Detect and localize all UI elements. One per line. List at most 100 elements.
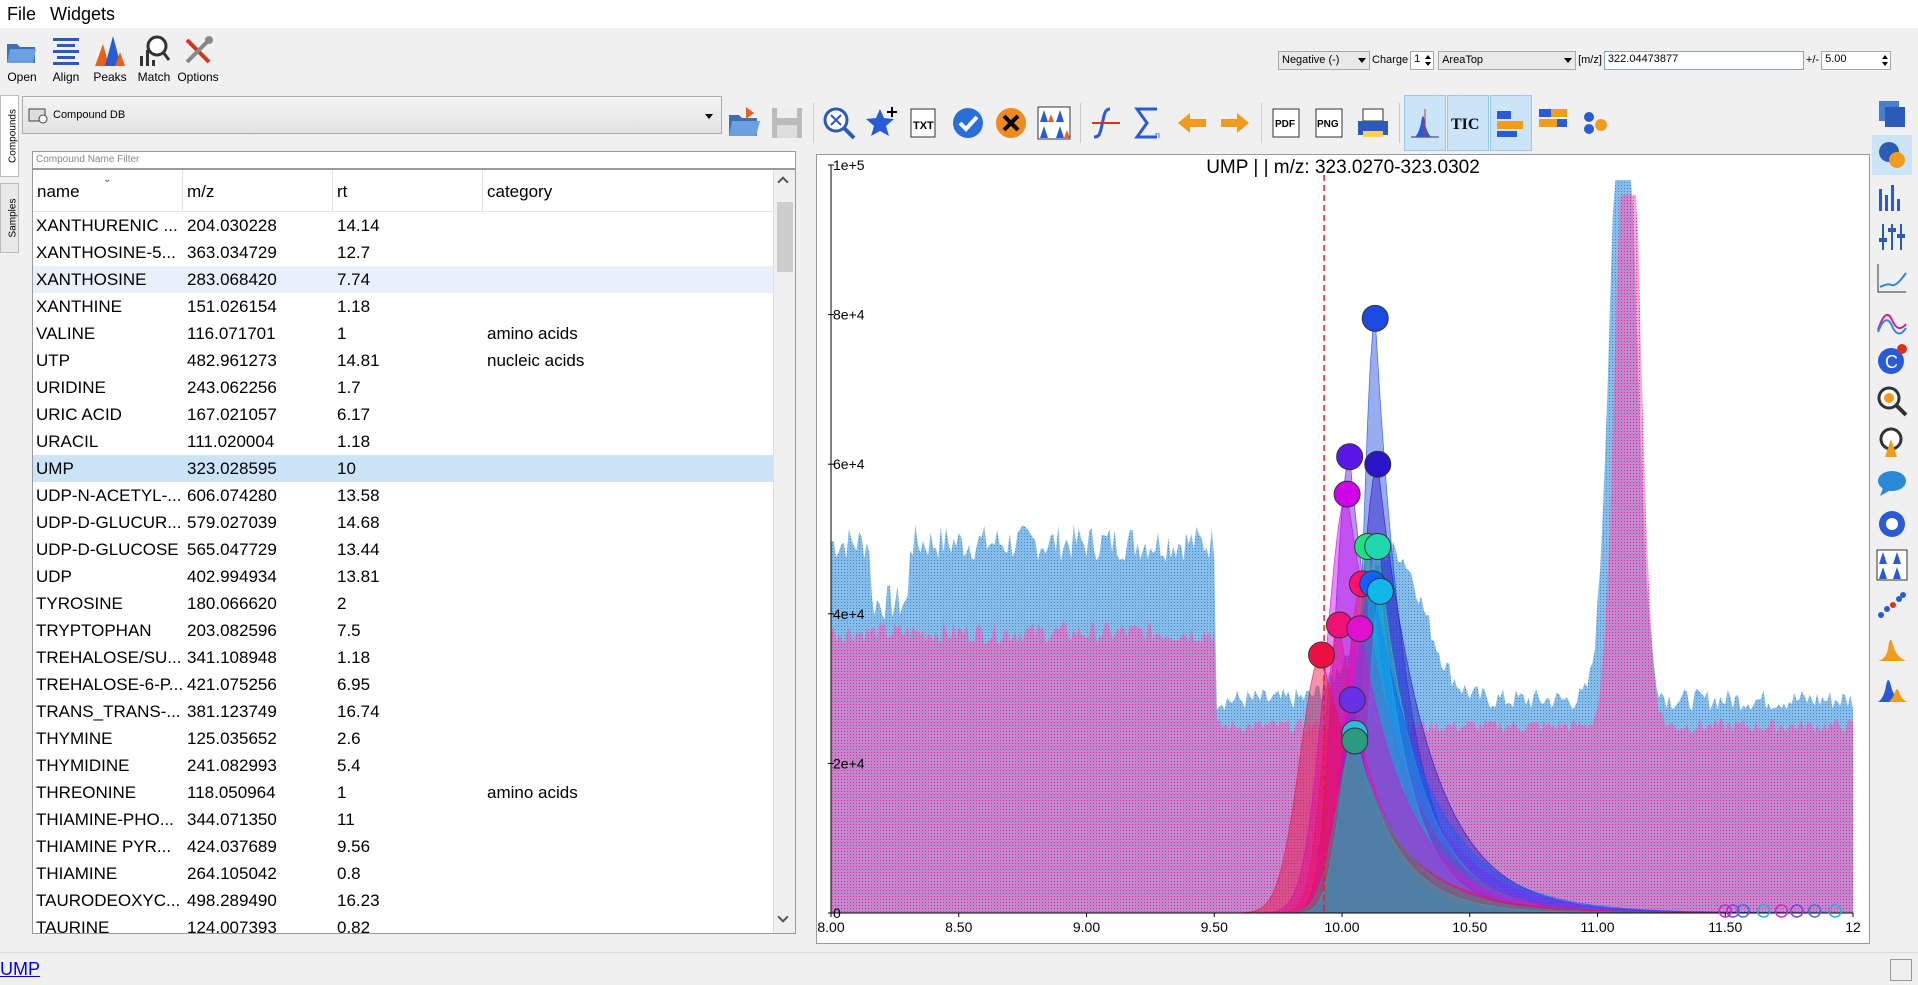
table-row[interactable]: TREHALOSE/SU... 341.108948 1.18	[33, 644, 795, 671]
box-plot-button[interactable]	[1533, 102, 1575, 144]
tab-samples[interactable]: Samples	[0, 183, 19, 253]
peak-search-button[interactable]	[1872, 422, 1912, 462]
peak-marker[interactable]	[1364, 532, 1392, 560]
orange-peak-button[interactable]	[1872, 627, 1912, 667]
previous-button[interactable]	[1171, 102, 1213, 144]
quant-type-select[interactable]: AreaTop	[1438, 50, 1577, 70]
align-button[interactable]: Align	[44, 30, 88, 88]
table-row[interactable]: THIAMINE 264.105042 0.8	[33, 860, 795, 887]
peaks-button[interactable]: Peaks	[88, 30, 132, 88]
bar-plot-toggle[interactable]	[1490, 95, 1532, 151]
next-button[interactable]	[1214, 102, 1256, 144]
peak-marker[interactable]	[1366, 577, 1394, 605]
peak-marker[interactable]	[1338, 686, 1366, 714]
overlay-plot-button[interactable]	[1872, 299, 1912, 339]
print-button[interactable]	[1352, 102, 1394, 144]
export-png-button[interactable]: PNG	[1309, 102, 1351, 144]
match-button[interactable]: Match	[132, 30, 176, 88]
scrollbar-thumb[interactable]	[777, 202, 793, 272]
peak-marker[interactable]	[1346, 615, 1374, 643]
tic-toggle[interactable]: TIC	[1447, 95, 1489, 151]
peak-marker[interactable]	[1308, 641, 1336, 669]
table-row[interactable]: THYMIDINE 241.082993 5.4	[33, 752, 795, 779]
scatter-widget-button[interactable]	[1872, 586, 1912, 626]
table-row[interactable]: TREHALOSE-6-P... 421.075256 6.95	[33, 671, 795, 698]
table-row[interactable]: THYMINE 125.035652 2.6	[33, 725, 795, 752]
table-row[interactable]: URACIL 111.020004 1.18	[33, 428, 795, 455]
blue-peak-button[interactable]	[1872, 668, 1912, 708]
table-scrollbar[interactable]	[773, 170, 795, 933]
chat-widget-button[interactable]	[1872, 463, 1912, 503]
options-button[interactable]: Options	[176, 30, 220, 88]
column-header-category[interactable]: category	[487, 182, 553, 201]
column-header-mz[interactable]: m/z	[183, 170, 333, 211]
show-spectra-toggle[interactable]	[1404, 95, 1446, 151]
reset-zoom-button[interactable]	[818, 102, 860, 144]
ppm-tolerance-spinbox[interactable]: 5.00	[1821, 50, 1892, 70]
export-pdf-button[interactable]: PDF	[1266, 102, 1308, 144]
table-row[interactable]: UMP 323.028595 10	[33, 455, 795, 482]
search-widget-button[interactable]	[1872, 381, 1912, 421]
export-text-button[interactable]: TXT	[904, 102, 946, 144]
column-header-rt[interactable]: rt	[333, 170, 483, 211]
peak-marker[interactable]	[1333, 480, 1361, 508]
table-row[interactable]: URIC ACID 167.021057 6.17	[33, 401, 795, 428]
mark-good-button[interactable]	[947, 102, 989, 144]
column-header-name[interactable]: name	[33, 170, 183, 211]
settings-sliders-button[interactable]	[1872, 217, 1912, 257]
bookmark-button[interactable]	[861, 102, 903, 144]
menu-file[interactable]: File	[7, 3, 37, 24]
load-button[interactable]	[723, 102, 765, 144]
table-row[interactable]: XANTHOSINE 283.068420 7.74	[33, 266, 795, 293]
table-row[interactable]: THREONINE 118.050964 1 amino acids	[33, 779, 795, 806]
peak-marker[interactable]	[1364, 450, 1392, 478]
compound-db-select[interactable]: Compound DB	[22, 96, 722, 134]
table-row[interactable]: URIDINE 243.062256 1.7	[33, 374, 795, 401]
mz-input[interactable]: 322.04473877	[1603, 50, 1804, 70]
status-compound-link[interactable]: UMP	[0, 959, 40, 979]
table-row[interactable]: UDP 402.994934 13.81	[33, 563, 795, 590]
ionization-select[interactable]: Negative (-)	[1278, 50, 1370, 70]
spectra-widget-button[interactable]	[1872, 135, 1912, 175]
menu-widgets[interactable]: Widgets	[50, 3, 116, 24]
table-row[interactable]: XANTHINE 151.026154 1.18	[33, 293, 795, 320]
isotope-widget-button[interactable]: C	[1872, 340, 1912, 380]
save-button[interactable]	[766, 102, 808, 144]
table-row[interactable]: TRANS_TRANS-... 381.123749 16.74	[33, 698, 795, 725]
scatter-button[interactable]	[1576, 102, 1618, 144]
resize-grip-icon[interactable]	[1890, 959, 1912, 981]
table-row[interactable]: TAURODEOXYC... 498.289490 16.23	[33, 887, 795, 914]
charge-spinbox[interactable]: 1	[1410, 50, 1435, 70]
table-row[interactable]: UDP-D-GLUCUR... 579.027039 14.68	[33, 509, 795, 536]
table-row[interactable]: THIAMINE-PHO... 344.071350 11	[33, 806, 795, 833]
mark-bad-button[interactable]	[990, 102, 1032, 144]
table-row[interactable]: VALINE 116.071701 1 amino acids	[33, 320, 795, 347]
table-row[interactable]: XANTHURENIC ... 204.030228 14.14	[33, 212, 795, 239]
sum-button[interactable]: n	[1128, 102, 1170, 144]
eic-plot[interactable]: 0 2e+4 4e+4 6e+4 8e+4 1e+5 8.00 8.50 9.00 9.50 10.…	[816, 154, 1870, 944]
peak-table-button[interactable]	[1872, 545, 1912, 585]
table-row[interactable]: TYROSINE 180.066620 2	[33, 590, 795, 617]
eic-chart[interactable]: 0 2e+4 4e+4 6e+4 8e+4 1e+5 8.00 8.50 9.00 9.50 10.…	[817, 155, 1869, 943]
table-row[interactable]: TRYPTOPHAN 203.082596 7.5	[33, 617, 795, 644]
table-row[interactable]: UDP-D-GLUCOSE 565.047729 13.44	[33, 536, 795, 563]
table-row[interactable]: THIAMINE PYR... 424.037689 9.56	[33, 833, 795, 860]
open-button[interactable]: Open	[0, 30, 44, 88]
peak-marker[interactable]	[1361, 304, 1389, 332]
table-row[interactable]: XANTHOSINE-5... 363.034729 12.7	[33, 239, 795, 266]
trend-plot-button[interactable]	[1872, 258, 1912, 298]
table-row[interactable]: UDP-N-ACETYL-... 606.074280 13.58	[33, 482, 795, 509]
compound-name-filter-input[interactable]: Compound Name Filter	[32, 151, 796, 169]
table-row[interactable]: UTP 482.961273 14.81 nucleic acids	[33, 347, 795, 374]
alignment-widget-button[interactable]	[1872, 94, 1912, 134]
integrate-button[interactable]	[1085, 102, 1127, 144]
mass-spectra-button[interactable]	[1872, 176, 1912, 216]
scroll-down-icon[interactable]	[777, 911, 789, 923]
peak-marker[interactable]	[1336, 443, 1364, 471]
group-peaks-button[interactable]	[1033, 102, 1075, 144]
scroll-up-icon[interactable]	[777, 176, 789, 188]
table-row[interactable]: TAURINE 124.007393 0.82	[33, 914, 795, 934]
ligand-widget-button[interactable]	[1872, 504, 1912, 544]
tab-compounds[interactable]: Compounds	[0, 95, 19, 177]
peak-marker[interactable]	[1341, 727, 1369, 755]
